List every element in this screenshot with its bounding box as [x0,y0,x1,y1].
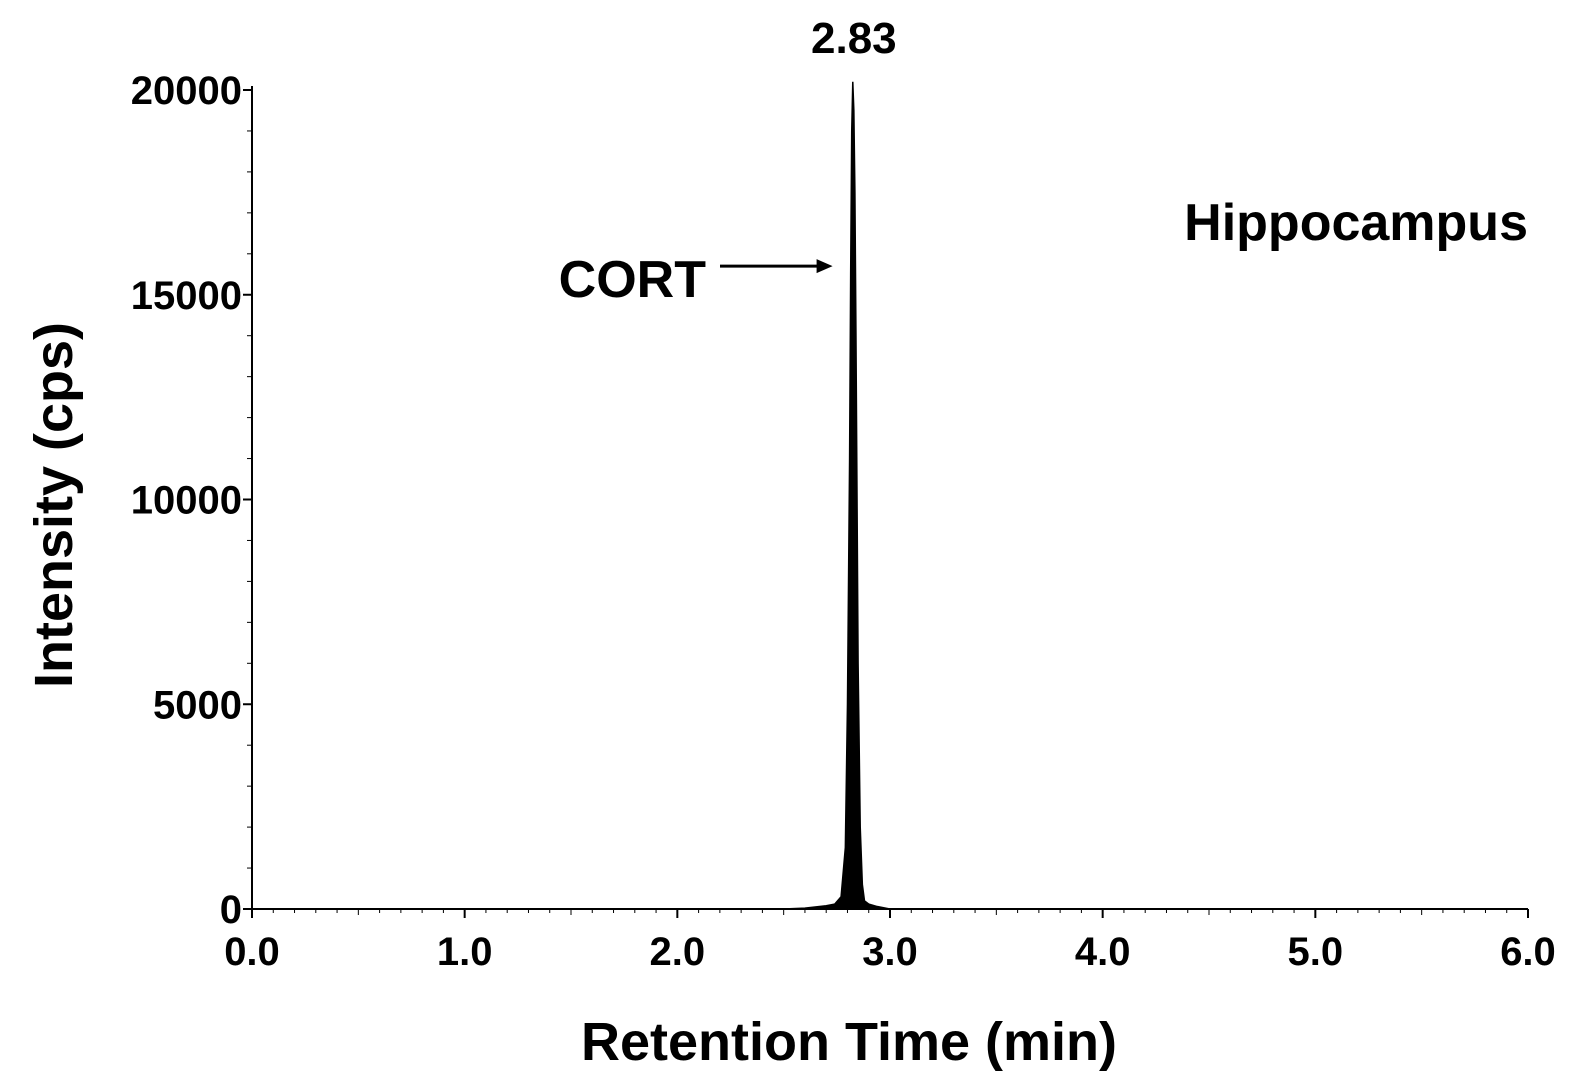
x-axis-title: Retention Time (min) [581,1012,1117,1072]
axes: 0.0 1.0 2.0 3.0 4.0 5.0 6.0 0 5000 10000 15000 2000… [131,69,1556,974]
series-line [252,81,1528,910]
x-tick-label: 1.0 [437,930,493,974]
y-tick-label: 20000 [131,69,242,113]
y-tick-label: 15000 [131,274,242,318]
y-tick-label: 0 [220,888,242,932]
plot-area [252,81,1528,910]
cort-annotation-label: CORT [559,251,707,309]
x-tick-label: 2.0 [650,930,706,974]
panel-label-hippocampus: Hippocampus [1184,194,1528,252]
x-tick-label: 6.0 [1500,930,1556,974]
x-tick-label: 5.0 [1288,930,1344,974]
y-tick-label: 5000 [153,683,242,727]
x-tick-label: 3.0 [862,930,918,974]
peak-retention-label: 2.83 [811,14,897,63]
x-tick-label: 4.0 [1075,930,1131,974]
y-axis-title: Intensity (cps) [24,322,84,688]
x-tick-label: 0.0 [224,930,280,974]
arrow-head [816,259,833,274]
cort-annotation-arrow [720,259,833,274]
y-tick-label: 10000 [131,479,242,523]
